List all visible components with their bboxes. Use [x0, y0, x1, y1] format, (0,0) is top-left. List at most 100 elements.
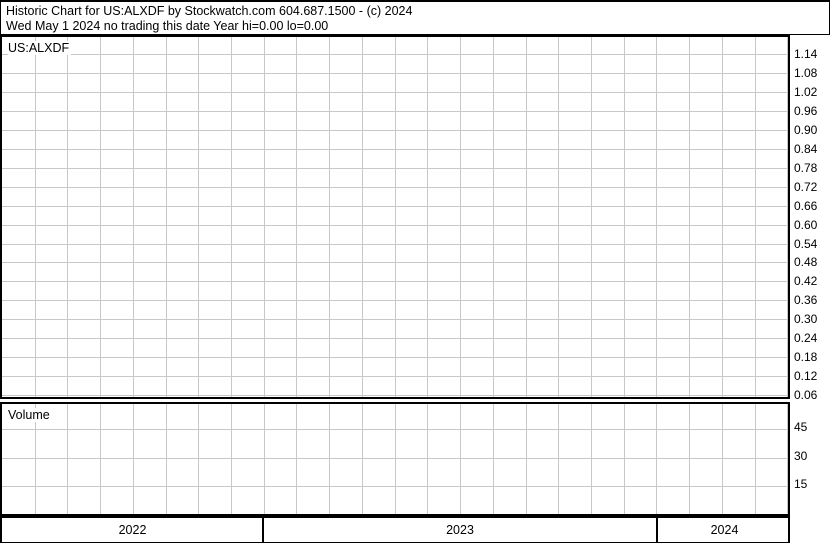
year-axis-label-2024: 2024: [710, 523, 739, 537]
gridline-vertical: [395, 37, 396, 397]
gridline-horizontal: [2, 300, 788, 301]
gridline-horizontal: [2, 338, 788, 339]
gridline-vertical: [558, 37, 559, 397]
gridline-vertical: [624, 37, 625, 397]
year-axis-divider: [262, 518, 264, 542]
gridline-vertical: [689, 404, 690, 514]
price-axis-tick-label: 0.24: [794, 331, 818, 345]
gridline-horizontal: [2, 92, 788, 93]
gridline-vertical: [460, 37, 461, 397]
price-axis-tick-label: 0.54: [794, 237, 818, 251]
price-chart-panel[interactable]: US:ALXDF: [0, 35, 790, 399]
price-panel-label: US:ALXDF: [8, 41, 72, 55]
price-axis-tick-label: 0.72: [794, 180, 818, 194]
gridline-vertical: [722, 37, 723, 397]
gridline-horizontal: [2, 486, 788, 487]
gridline-vertical: [198, 37, 199, 397]
gridline-vertical: [493, 37, 494, 397]
gridline-vertical: [787, 404, 788, 514]
price-axis-tick-label: 0.36: [794, 293, 818, 307]
gridline-vertical: [362, 404, 363, 514]
price-axis-tick-label: 1.08: [794, 66, 818, 80]
gridline-vertical: [231, 37, 232, 397]
gridline-vertical: [231, 404, 232, 514]
gridline-vertical: [296, 37, 297, 397]
gridline-vertical: [755, 37, 756, 397]
price-axis-tick-label: 0.66: [794, 199, 818, 213]
chart-status-line: Wed May 1 2024 no trading this date Year…: [6, 19, 329, 33]
gridline-horizontal: [2, 376, 788, 377]
gridline-horizontal: [2, 54, 788, 55]
gridline-horizontal: [2, 187, 788, 188]
gridline-vertical: [67, 37, 68, 397]
price-axis-tick-label: 1.14: [794, 47, 818, 61]
year-axis-label-2023: 2023: [446, 523, 474, 537]
gridline-vertical: [329, 404, 330, 514]
gridline-vertical: [166, 404, 167, 514]
gridline-vertical: [493, 404, 494, 514]
gridline-vertical: [100, 37, 101, 397]
gridline-vertical: [67, 404, 68, 514]
gridline-horizontal: [2, 262, 788, 263]
gridline-vertical: [689, 37, 690, 397]
volume-axis-tick-label: 45: [794, 420, 808, 434]
gridline-vertical: [624, 404, 625, 514]
chart-title: Historic Chart for US:ALXDF by Stockwatc…: [6, 4, 413, 18]
gridline-vertical: [558, 404, 559, 514]
gridline-horizontal: [2, 111, 788, 112]
gridline-horizontal: [2, 429, 788, 430]
gridline-vertical: [264, 37, 265, 397]
year-axis-divider: [656, 518, 658, 542]
gridline-vertical: [591, 37, 592, 397]
gridline-vertical: [526, 37, 527, 397]
gridline-vertical: [395, 404, 396, 514]
gridline-horizontal: [2, 206, 788, 207]
price-axis-tick-label: 0.60: [794, 218, 818, 232]
gridline-vertical: [362, 37, 363, 397]
gridline-vertical: [427, 404, 428, 514]
gridline-vertical: [460, 404, 461, 514]
price-axis-tick-label: 0.42: [794, 274, 818, 288]
volume-axis-tick-label: 30: [794, 449, 808, 463]
price-axis-tick-label: 0.96: [794, 104, 818, 118]
gridline-vertical: [35, 37, 36, 397]
gridline-horizontal: [2, 458, 788, 459]
gridline-horizontal: [2, 73, 788, 74]
gridline-vertical: [100, 404, 101, 514]
price-axis-tick-label: 0.84: [794, 142, 818, 156]
price-axis-tick-label: 0.90: [794, 123, 818, 137]
chart-header: Historic Chart for US:ALXDF by Stockwatc…: [0, 0, 830, 35]
price-axis-tick-label: 0.48: [794, 255, 818, 269]
volume-axis-tick-label: 15: [794, 477, 808, 491]
gridline-vertical: [722, 404, 723, 514]
gridline-horizontal: [2, 281, 788, 282]
gridline-horizontal: [2, 168, 788, 169]
gridline-vertical: [787, 37, 788, 397]
gridline-horizontal: [2, 149, 788, 150]
gridline-horizontal: [2, 319, 788, 320]
gridline-vertical: [656, 37, 657, 397]
year-axis: 2022 2023 2024: [0, 516, 790, 543]
gridline-vertical: [166, 37, 167, 397]
gridline-horizontal: [2, 130, 788, 131]
gridline-vertical: [526, 404, 527, 514]
gridline-vertical: [329, 37, 330, 397]
gridline-vertical: [656, 404, 657, 514]
gridline-horizontal: [2, 225, 788, 226]
price-axis-tick-label: 0.06: [794, 388, 818, 402]
volume-panel-label: Volume: [8, 408, 52, 422]
gridline-vertical: [296, 404, 297, 514]
gridline-vertical: [427, 37, 428, 397]
year-axis-label-2022: 2022: [118, 523, 147, 537]
gridline-horizontal: [2, 244, 788, 245]
price-axis-tick-label: 0.18: [794, 350, 818, 364]
price-axis-tick-label: 0.30: [794, 312, 818, 326]
gridline-vertical: [755, 404, 756, 514]
price-axis-tick-label: 0.78: [794, 161, 818, 175]
gridline-vertical: [133, 37, 134, 397]
volume-chart-panel[interactable]: Volume: [0, 402, 790, 516]
gridline-vertical: [591, 404, 592, 514]
gridline-vertical: [133, 404, 134, 514]
price-axis-tick-label: 0.12: [794, 369, 818, 383]
